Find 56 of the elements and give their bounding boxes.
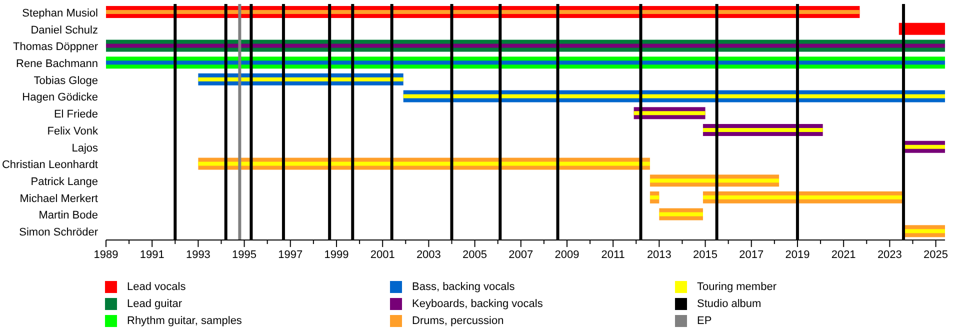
x-tick-label: 1991 [140,249,164,261]
bar [650,195,660,200]
bar [702,128,823,132]
legend-label: Touring member [697,280,776,292]
bar [403,94,945,98]
bar [106,60,945,65]
y-tick-label: Thomas Döppner [13,41,98,54]
legend-label: Bass, backing vocals [412,280,515,292]
x-tick-label: 2003 [416,249,441,261]
y-tick-label: Martin Bode [38,210,98,222]
y-tick-label: Tobias Gloge [34,74,98,87]
bar [106,44,945,48]
x-tick-label: 2005 [462,249,488,261]
bar [904,144,945,149]
y-tick-label: Stephan Musiol [22,7,98,20]
bar [898,22,945,35]
y-tick-label: Lajos [72,142,98,154]
x-tick-label: 1989 [94,249,118,261]
x-tick-label: 2025 [924,249,948,261]
y-tick-label: Hagen Gödicke [22,92,98,104]
x-tick-label: 1993 [186,249,210,261]
y-tick-label: Michael Merkert [20,192,98,205]
y-tick-label: Simon Schröder [19,226,98,239]
x-tick-label: 2013 [646,249,672,261]
bar [659,212,703,216]
bar [904,229,945,234]
x-tick-label: 2019 [785,249,810,261]
bar [634,111,706,116]
legend-label: Rhythm guitar, samples [127,314,242,326]
bar [198,162,650,166]
x-tick-label: 2009 [554,249,580,261]
bar [650,178,780,183]
y-tick-label: Felix Vonk [47,125,98,138]
x-tick-label: 2015 [693,249,718,261]
bar [106,10,860,14]
x-tick-label: 2007 [508,249,534,261]
x-tick-label: 2017 [739,249,764,261]
legend-label: Lead vocals [127,280,186,292]
x-tick-label: 2023 [877,249,902,261]
x-tick-label: 1999 [324,249,349,261]
y-tick-label: Patrick Lange [30,176,98,188]
legend-label: Drums, percussion [412,314,504,326]
legend-label: Studio album [697,298,762,310]
legend-label: Keyboards, backing vocals [412,298,543,310]
y-tick-label: El Friede [54,108,98,121]
x-tick-label: 2011 [601,249,625,261]
x-tick-label: 2021 [831,249,856,261]
y-tick-label: Rene Bachmann [16,58,98,70]
x-tick-label: 1997 [278,249,303,261]
x-tick-label: 1995 [232,249,257,261]
legend-label: Lead guitar [127,298,182,310]
y-tick-label: Daniel Schulz [30,24,98,36]
x-tick-label: 2001 [370,249,395,261]
y-tick-label: Christian Leonhardt [2,159,98,172]
legend-label: EP [697,314,712,326]
bar [702,195,904,200]
